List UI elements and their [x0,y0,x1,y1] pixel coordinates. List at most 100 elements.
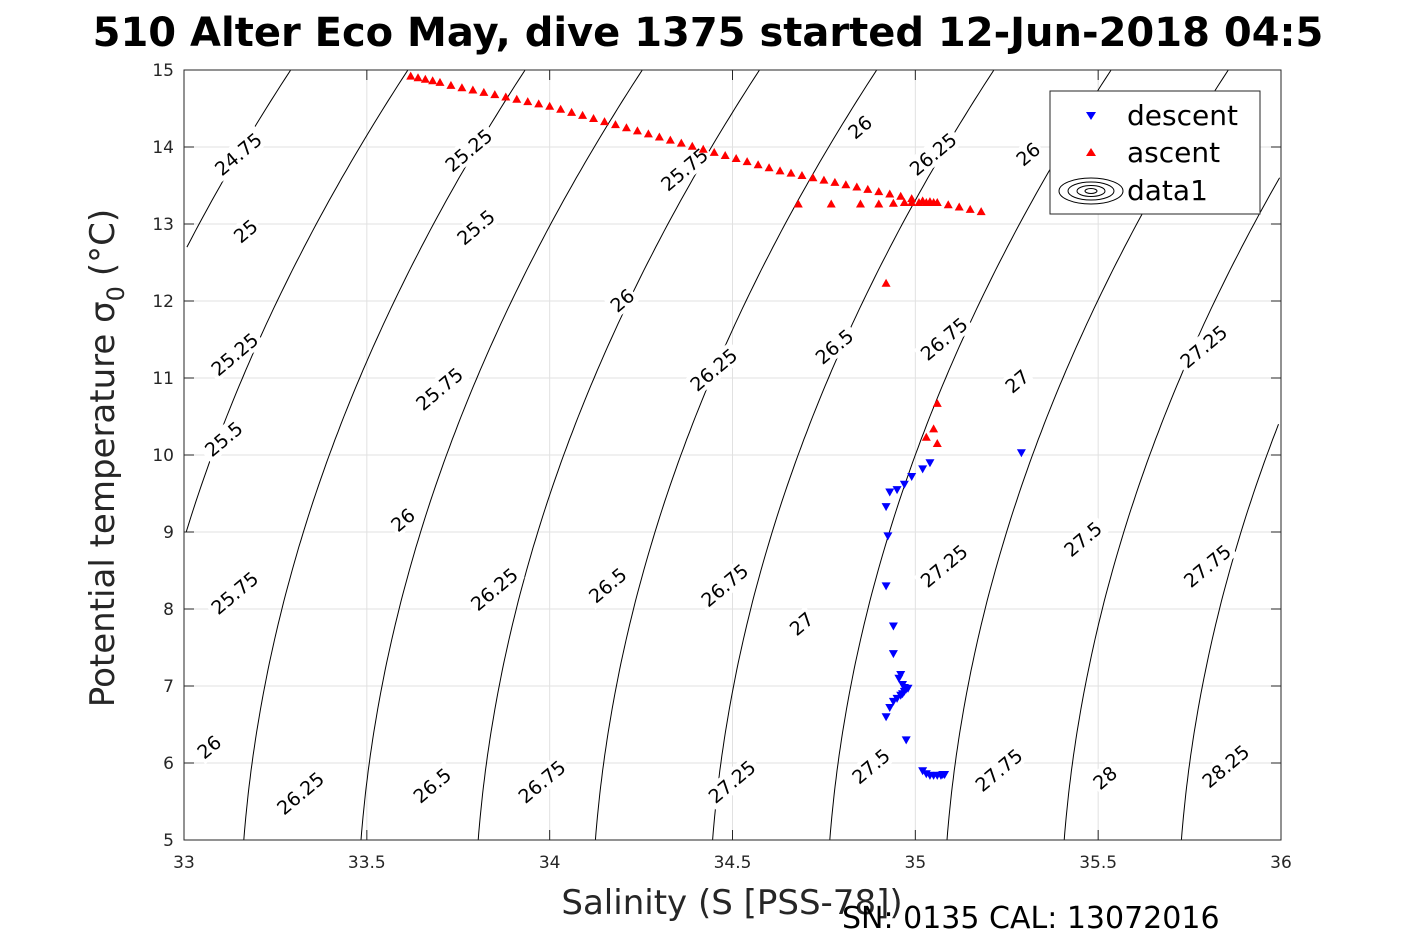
descent-point [888,697,898,706]
descent-point [885,488,895,497]
contour-label: 26.5 [405,760,459,810]
contour-label: 27.5 [844,741,898,791]
contour-label-text: 25.25 [441,125,497,177]
contour-label-text: 26.25 [467,564,523,616]
ascent-point [687,141,697,150]
legend-descent-label: descent [1127,99,1238,132]
ascent-point [742,157,752,166]
contour-label-text: 26 [844,112,877,144]
contour-label-bg [913,537,975,594]
contour-label-bg [384,502,421,538]
y-tick-label: 13 [152,215,174,235]
descent-point [881,713,891,722]
legend-box [1049,90,1261,215]
ascent-point [534,99,544,108]
y-tick-label: 6 [163,754,174,774]
isopycnal-line [829,69,1112,841]
ascent-point [943,200,953,209]
ascent-point [446,80,456,89]
contour-label-bg [1176,537,1238,594]
contour-label-bg [191,729,227,765]
contour-label: 26.25 [902,125,964,182]
contour-label-bg [204,326,265,383]
contour-label-bg [808,321,861,371]
descent-point [892,486,902,495]
ascent-point [826,199,836,208]
contour-label: 25.5 [449,202,503,252]
contour-label-bg [511,753,573,810]
descent-point [925,459,935,468]
contour-label: 25.75 [653,141,715,198]
contour-label-bg [438,122,499,179]
contour-label-text: 27.25 [917,541,973,593]
contour-label-bg [694,557,755,614]
legend-descent-marker [1086,112,1096,120]
y-tick-label: 7 [163,677,174,697]
x-tick-label: 33.5 [348,853,386,873]
contour-label-bg [844,741,898,791]
legend[interactable]: descent ascent data1 [1049,90,1261,215]
descent-point [894,674,904,683]
chart-title: 510 Alter Eco May, dive 1375 started 12-… [93,10,1324,56]
y-tick-label: 5 [163,831,174,851]
ascent-point [896,191,906,200]
contour-label-text: 25 [230,215,263,247]
ascent-point [976,207,986,216]
contour-label-text: 27 [786,608,819,640]
contour-label-bg [227,213,264,249]
contour-label-bg [999,363,1035,399]
contour-label: 28.25 [1195,738,1256,795]
contour-label-bg [842,109,878,145]
ascent-point [921,432,931,441]
ascent-point [435,77,445,86]
ascent-point [676,138,686,147]
contour-label-bg [683,341,744,398]
ascent-point [406,71,416,80]
isopycnal-line [477,69,760,841]
contour-label-bg [902,125,964,182]
contour-label-text: 26.75 [514,756,570,808]
contour-label: 25.75 [204,564,265,621]
contour-label-text: 27.75 [1180,541,1236,593]
contour-label: 25 [227,213,264,249]
contour-label-text: 25.75 [207,568,263,620]
ascent-point [819,175,829,184]
contour-label-text: 26.25 [686,344,742,396]
ascent-point [775,166,785,175]
density-contours [185,69,1281,841]
contour-label: 26 [191,729,227,765]
ascent-point [932,438,942,447]
axis-ticks: 33 33.5 34 34.5 35 35.5 36 5 6 7 8 9 10 11 12 13 14 15 [152,61,1291,873]
contour-label: 27.75 [968,741,1030,798]
contour-label-bg [604,282,640,318]
ascent-point [567,107,577,116]
ascent-point [753,160,763,169]
descent-point [888,650,898,659]
contour-label-bg [783,606,820,642]
contour-label: 28 [1087,760,1123,796]
ascent-point [764,163,774,172]
ascent-point [797,170,807,179]
y-axis-label-subscript: 0 [102,286,130,301]
y-axis-label-main: Potential temperature σ [83,301,123,707]
contour-label: 26 [1010,136,1046,172]
ascent-point [808,173,818,182]
contour-label-bg [408,360,470,417]
x-tick-label: 36 [1270,853,1292,873]
ascent-point [665,135,675,144]
x-tick-label: 34.5 [714,853,752,873]
legend-ascent-label: ascent [1127,136,1220,169]
ascent-point [709,147,719,156]
x-tick-label: 35 [905,853,927,873]
ascent-point [881,278,891,287]
contour-label: 25.75 [408,360,470,417]
contour-label-text: 27.75 [971,745,1027,797]
ascent-point [793,199,803,208]
y-tick-label: 8 [163,600,174,620]
ascent-point [621,123,631,132]
contour-label-text: 26.75 [917,314,973,366]
ascent-point [490,90,500,99]
ascent-point [413,73,423,82]
contour-label: 26.25 [269,765,331,822]
ascent-point [914,197,924,206]
